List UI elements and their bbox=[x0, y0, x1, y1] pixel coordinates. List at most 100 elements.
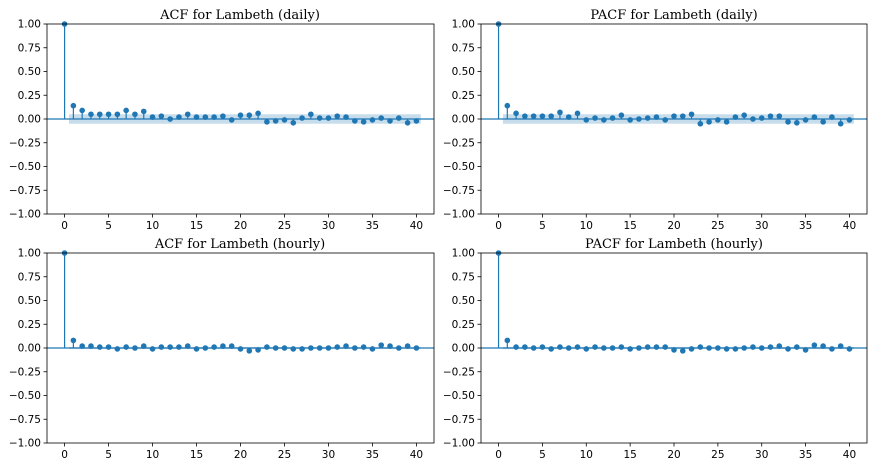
stem-marker bbox=[522, 344, 528, 350]
stem-marker bbox=[369, 346, 376, 352]
stem-marker bbox=[530, 113, 537, 119]
y-tick-label: 1.00 bbox=[452, 248, 475, 260]
stem-marker bbox=[105, 344, 112, 350]
stem-marker bbox=[794, 344, 800, 350]
stem-marker bbox=[70, 337, 77, 344]
stem-marker bbox=[697, 344, 704, 350]
x-tick-label: 0 bbox=[61, 220, 68, 232]
stem-marker bbox=[557, 109, 563, 116]
stem-marker bbox=[565, 114, 572, 120]
stem-marker bbox=[308, 111, 314, 118]
panel-title: PACF for Lambeth (hourly) bbox=[585, 237, 763, 252]
stem-marker bbox=[758, 345, 765, 351]
stem-marker bbox=[404, 120, 411, 126]
stem-marker bbox=[70, 102, 77, 109]
stem-marker bbox=[583, 117, 590, 123]
stem-marker bbox=[88, 343, 94, 349]
stem-marker bbox=[609, 345, 616, 351]
stem-marker bbox=[750, 344, 756, 350]
y-tick-label: 0.00 bbox=[452, 343, 475, 355]
y-tick-label: −0.75 bbox=[9, 185, 41, 197]
x-tick-label: 15 bbox=[190, 449, 203, 461]
stem-marker bbox=[662, 344, 669, 350]
stem-marker bbox=[530, 345, 537, 351]
panel-acf-hourly: ACF for Lambeth (hourly) 1.00 0.75 0.50 0.2… bbox=[9, 237, 435, 461]
stem-marker bbox=[105, 111, 112, 118]
stem-marker bbox=[750, 116, 756, 122]
y-tick-label: 0.00 bbox=[452, 114, 475, 126]
stem-marker bbox=[132, 345, 138, 351]
stem-marker bbox=[644, 115, 651, 121]
stem-marker bbox=[290, 346, 297, 352]
stem-marker bbox=[732, 346, 739, 352]
stem-marker bbox=[653, 344, 660, 350]
x-tick-label: 10 bbox=[146, 449, 159, 461]
stem-marker bbox=[662, 117, 669, 123]
stem-marker bbox=[140, 108, 147, 115]
stem-marker bbox=[715, 345, 721, 351]
stem-marker bbox=[413, 118, 420, 124]
stem-marker bbox=[140, 343, 147, 349]
x-tick-label: 5 bbox=[105, 449, 112, 461]
x-tick-label: 15 bbox=[623, 449, 636, 461]
stem-marker bbox=[837, 120, 844, 127]
x-tick-label: 25 bbox=[278, 220, 291, 232]
stem-marker bbox=[539, 113, 546, 119]
stem-marker bbox=[193, 346, 200, 352]
stem-marker bbox=[802, 117, 809, 123]
stem-marker bbox=[413, 345, 420, 351]
stem-marker bbox=[237, 112, 244, 118]
x-tick-label: 25 bbox=[711, 449, 724, 461]
stem-marker bbox=[671, 347, 677, 353]
stem-marker bbox=[343, 114, 349, 120]
x-tick-label: 5 bbox=[539, 449, 546, 461]
stem-marker bbox=[308, 345, 314, 351]
stem-marker bbox=[811, 342, 818, 348]
stem-marker bbox=[618, 112, 625, 118]
stem-marker bbox=[706, 119, 712, 125]
x-tick-label: 40 bbox=[843, 220, 856, 232]
x-tick-label: 15 bbox=[623, 220, 636, 232]
stem-marker bbox=[618, 344, 625, 350]
stem-marker bbox=[149, 346, 156, 352]
stem-marker bbox=[548, 113, 554, 119]
stem-marker bbox=[220, 343, 226, 349]
y-tick-label: 0.25 bbox=[452, 319, 475, 331]
x-tick-label: 30 bbox=[755, 220, 768, 232]
y-tick-label: −0.75 bbox=[443, 185, 475, 197]
stem-marker bbox=[513, 344, 519, 350]
x-tick-label: 20 bbox=[234, 449, 247, 461]
stem-marker bbox=[513, 110, 519, 117]
stem-marker bbox=[378, 115, 385, 121]
stem-marker bbox=[837, 343, 844, 349]
stem-marker bbox=[184, 343, 191, 349]
y-tick-label: 0.25 bbox=[18, 90, 41, 102]
y-tick-label: −1.00 bbox=[443, 438, 475, 450]
stem-marker bbox=[706, 345, 712, 351]
stem-marker bbox=[697, 120, 704, 127]
x-tick-label: 25 bbox=[278, 449, 291, 461]
stem-marker bbox=[237, 346, 244, 352]
stem-marker bbox=[281, 117, 288, 123]
stem-marker bbox=[592, 115, 598, 121]
stem-marker bbox=[741, 345, 747, 351]
stem-marker bbox=[272, 345, 279, 351]
y-tick-label: −0.25 bbox=[9, 137, 41, 149]
stem-marker bbox=[609, 115, 616, 121]
y-tick-label: −0.50 bbox=[443, 161, 475, 173]
stem-marker bbox=[184, 111, 191, 118]
stem-marker bbox=[228, 117, 235, 123]
stem-marker bbox=[272, 118, 279, 124]
stem-marker bbox=[176, 344, 182, 350]
stem-marker bbox=[820, 119, 826, 125]
stem-marker bbox=[281, 345, 288, 351]
y-tick-label: −1.00 bbox=[443, 209, 475, 221]
stem-marker bbox=[343, 343, 349, 349]
y-tick-label: 0.75 bbox=[18, 271, 41, 283]
x-tick-label: 30 bbox=[755, 449, 768, 461]
stem-marker bbox=[767, 113, 774, 119]
stem-marker bbox=[820, 343, 826, 349]
x-tick-label: 10 bbox=[580, 220, 593, 232]
x-tick-label: 10 bbox=[580, 449, 593, 461]
panel-acf-daily: ACF for Lambeth (daily) 1.00 0.75 0.50 0.25… bbox=[9, 8, 435, 232]
